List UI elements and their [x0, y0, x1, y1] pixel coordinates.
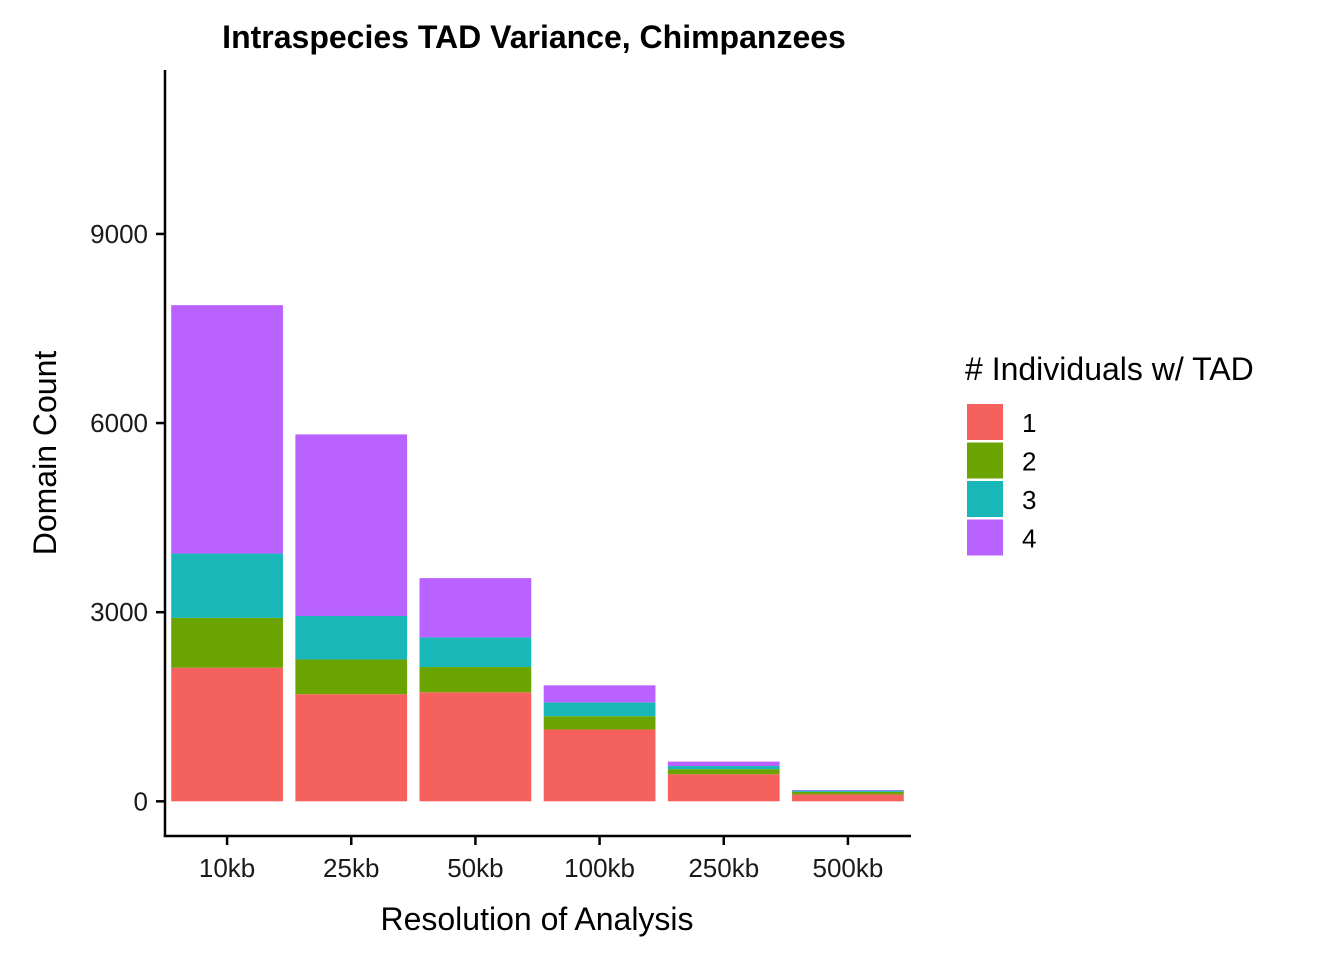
bar-segment-100kb-group-2	[543, 716, 656, 730]
x-axis: 10kb 25kb 50kb 100kb 250kb 500kb	[163, 834, 911, 883]
bar-segment-25kb-group-1	[295, 694, 408, 802]
legend-label-4: 4	[1022, 524, 1036, 554]
bar-segment-250kb-group-2	[667, 769, 780, 775]
bar-segment-10kb-group-3	[171, 553, 283, 618]
legend-key-2	[967, 442, 1003, 479]
bar-segment-50kb-group-4	[419, 578, 532, 638]
y-tick-label-9000: 9000	[90, 219, 148, 249]
bar-segment-10kb-group-2	[171, 617, 283, 668]
bar-segment-100kb-group-1	[543, 729, 656, 802]
y-axis-title: Domain Count	[27, 351, 63, 556]
bar-segment-25kb-group-3	[295, 615, 408, 660]
x-tick-label-10kb: 10kb	[199, 853, 255, 883]
y-tick-label-0: 0	[134, 786, 148, 816]
legend: # Individuals w/ TAD 1 2 3 4	[965, 351, 1254, 556]
legend-key-4	[967, 519, 1003, 556]
bar-segment-500kb-group-4	[792, 789, 904, 791]
bar-segment-500kb-group-2	[792, 791, 904, 795]
bar-segment-500kb-group-1	[792, 794, 904, 802]
x-tick-label-500kb: 500kb	[812, 853, 883, 883]
bar-segment-10kb-group-1	[171, 667, 283, 802]
bar-segment-250kb-group-3	[667, 766, 780, 770]
legend-label-2: 2	[1022, 447, 1036, 477]
bar-segment-25kb-group-2	[295, 659, 408, 695]
legend-title: # Individuals w/ TAD	[965, 351, 1254, 387]
x-axis-title: Resolution of Analysis	[380, 901, 693, 937]
bar-segment-500kb-group-3	[792, 790, 904, 792]
x-tick-label-250kb: 250kb	[688, 853, 759, 883]
legend-key-1	[967, 404, 1003, 440]
bar-segment-100kb-group-3	[543, 702, 656, 717]
bar-segment-25kb-group-4	[295, 434, 408, 616]
legend-label-1: 1	[1022, 408, 1036, 438]
x-tick-label-25kb: 25kb	[323, 853, 379, 883]
bar-segment-50kb-group-1	[419, 692, 532, 802]
bar-segment-50kb-group-3	[419, 637, 532, 668]
bar-segment-50kb-group-2	[419, 667, 532, 693]
legend-label-3: 3	[1022, 485, 1036, 515]
y-tick-label-3000: 3000	[90, 597, 148, 627]
legend-key-3	[967, 481, 1003, 517]
x-tick-label-50kb: 50kb	[447, 853, 503, 883]
y-tick-label-6000: 6000	[90, 408, 148, 438]
bar-segment-250kb-group-1	[667, 774, 780, 802]
bar-segment-10kb-group-4	[171, 305, 283, 554]
bar-segment-250kb-group-4	[667, 761, 780, 767]
y-axis: 0 3000 6000 9000	[90, 70, 167, 837]
chart-title: Intraspecies TAD Variance, Chimpanzees	[222, 19, 846, 55]
bar-segment-100kb-group-4	[543, 685, 656, 703]
bars-group	[171, 305, 904, 802]
x-tick-label-100kb: 100kb	[564, 853, 635, 883]
